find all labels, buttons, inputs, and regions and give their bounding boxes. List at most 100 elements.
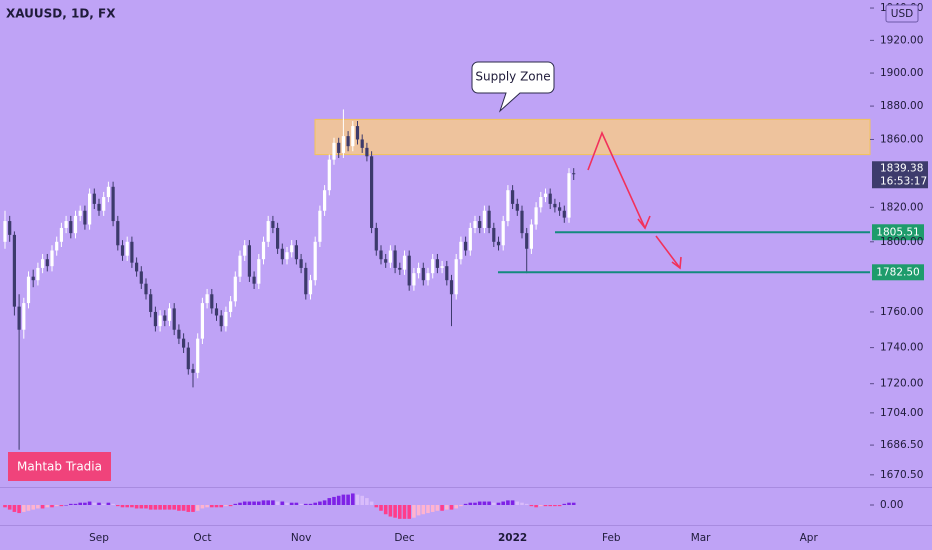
oscillator-bar	[3, 505, 7, 508]
level-label: 1805.51	[876, 226, 919, 238]
oscillator-bar	[496, 502, 501, 505]
candles	[3, 109, 576, 450]
oscillator-bar	[97, 502, 101, 505]
projection-path	[587, 130, 646, 229]
candle-body	[45, 259, 49, 267]
candle-body	[506, 190, 510, 222]
candle-body	[520, 210, 524, 234]
oscillator-bar	[289, 502, 294, 505]
candle-body	[449, 280, 454, 295]
oscillator-bar	[31, 505, 35, 510]
candle-body	[167, 308, 172, 321]
oscillator-bar	[539, 505, 543, 507]
candle-body	[459, 241, 463, 260]
candle-body	[332, 142, 336, 160]
oscillator-bar	[332, 496, 336, 505]
callout-text: Supply Zone	[475, 70, 550, 84]
projection-path	[655, 235, 681, 269]
candle-body	[351, 126, 355, 147]
candle-body	[8, 221, 12, 235]
candle-body	[379, 250, 383, 260]
candle-body	[135, 262, 139, 272]
candle-body	[247, 245, 251, 277]
oscillator-bar	[567, 502, 571, 505]
oscillator-bar	[482, 501, 487, 505]
oscillator-bar	[242, 501, 247, 505]
y-tick-label: 1900.00	[880, 67, 923, 79]
oscillator-bar	[195, 505, 200, 511]
y-tick-label: 1760.00	[880, 306, 923, 318]
oscillator-bar	[393, 505, 397, 518]
candle-body	[501, 221, 505, 246]
oscillator-bar	[510, 500, 515, 505]
oscillator-bar	[7, 505, 12, 510]
level-label-box	[872, 264, 924, 281]
oscillator-bar	[275, 501, 280, 505]
oscillator-bar	[111, 503, 115, 505]
candle-body	[360, 139, 364, 148]
candle-body	[435, 259, 439, 268]
oscillator-bar	[50, 505, 54, 508]
oscillator-bar	[553, 505, 557, 507]
candle-body	[402, 255, 407, 270]
oscillator-bar	[299, 503, 303, 505]
oscillator-bar	[360, 495, 364, 505]
oscillator-bar	[224, 505, 228, 507]
oscillator-bar	[172, 505, 176, 510]
currency-label: USD	[891, 8, 913, 20]
x-tick-label: Oct	[193, 532, 211, 544]
candle-body	[224, 311, 228, 327]
candle-body	[308, 280, 313, 295]
candle-body	[323, 190, 327, 211]
last-price-label: 1839.38	[880, 162, 923, 174]
oscillator-bar	[153, 505, 158, 510]
candle-body	[276, 227, 280, 249]
candle-body	[558, 207, 562, 211]
oscillator-bar	[473, 502, 477, 505]
y-tick-label: 1740.00	[880, 342, 923, 354]
oscillator-bar	[233, 503, 238, 505]
oscillator-bar	[313, 502, 317, 505]
candle-body	[41, 259, 45, 268]
candle-body	[191, 369, 195, 373]
candle-body	[26, 276, 31, 304]
price-axis: 1940.001920.001900.001880.001860.001820.…	[870, 2, 923, 511]
candle-body	[572, 173, 576, 175]
candle-body	[426, 273, 430, 281]
oscillator-bar	[238, 502, 242, 505]
oscillator-bar	[17, 505, 21, 514]
candle-body	[384, 259, 388, 263]
oscillator-bar	[106, 502, 111, 505]
watermark-box	[8, 452, 111, 481]
oscillator-bar	[200, 505, 205, 509]
y-tick-label: 1860.00	[880, 133, 923, 145]
candle-body	[182, 338, 186, 348]
oscillator-bar	[163, 505, 167, 510]
oscillator-bar	[144, 505, 148, 509]
supply-zone	[314, 118, 871, 156]
currency-box: USD	[885, 4, 919, 23]
oscillator-bar	[341, 494, 346, 505]
oscillator-bar	[271, 500, 275, 505]
oscillator-bar	[322, 500, 327, 505]
candle-body	[196, 338, 200, 373]
oscillator-bar	[463, 503, 468, 505]
oscillator-bar	[557, 505, 562, 507]
candle-body	[97, 203, 101, 211]
candle-body	[299, 259, 303, 268]
x-tick-label: Feb	[602, 532, 621, 544]
oscillator-bar	[416, 505, 421, 516]
oscillator-bar	[158, 505, 162, 510]
oscillator-bar	[125, 505, 129, 508]
oscillator-bar	[388, 505, 393, 517]
oscillator-bar	[435, 505, 440, 511]
oscillator-bar	[308, 503, 313, 505]
candle-body	[163, 315, 167, 321]
candle-body	[149, 294, 153, 312]
candle-body	[525, 233, 529, 249]
candle-body	[417, 267, 421, 274]
oscillator-bar	[247, 501, 252, 505]
oscillator-bar	[562, 503, 567, 505]
oscillator-bar	[214, 505, 219, 508]
candle-body	[73, 215, 78, 234]
